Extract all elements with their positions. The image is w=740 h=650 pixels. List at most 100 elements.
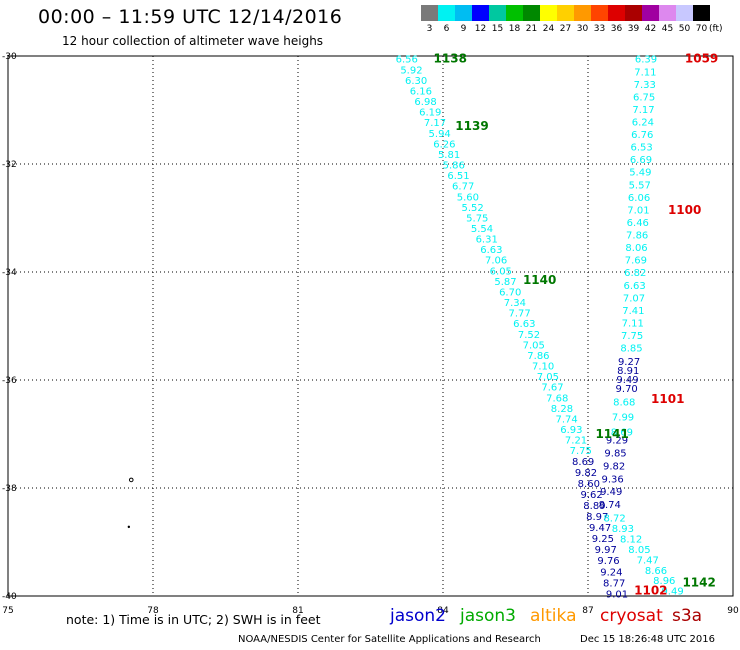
wave-height-value: 9.62 [580, 490, 602, 501]
footer-timestamp: Dec 15 18:26:48 UTC 2016 [580, 634, 715, 645]
orbit-track-label: 1141 [595, 427, 628, 441]
wave-height-value: 6.75 [633, 92, 655, 103]
orbit-track-label: 1142 [682, 576, 715, 590]
chart-subtitle: 12 hour collection of altimeter wave hei… [62, 34, 324, 48]
wave-height-value: 7.69 [625, 256, 647, 267]
footer-note: note: 1) Time is in UTC; 2) SWH is in fe… [66, 612, 321, 627]
wave-height-value: 9.82 [603, 461, 625, 472]
wave-height-value: 6.24 [632, 118, 654, 129]
legend-swatch-label: 36 [610, 24, 623, 34]
lat-tick-label: -32 [2, 160, 17, 170]
wave-height-value: 9.97 [595, 545, 617, 556]
legend-swatch-label: 50 [678, 24, 691, 34]
wave-height-value: 7.06 [485, 256, 507, 267]
wave-height-value: 5.81 [438, 150, 460, 161]
lat-tick-label: -36 [2, 376, 17, 386]
wave-height-value: 6.70 [499, 287, 521, 298]
wave-height-value: 5.57 [629, 180, 651, 191]
lat-tick-label: -38 [2, 484, 17, 494]
wave-height-value: 7.99 [612, 412, 634, 423]
lon-tick-label: 84 [437, 606, 449, 616]
legend-swatch-label: 3 [426, 24, 433, 34]
orbit-track-label: 1059 [685, 52, 718, 66]
orbit-track-label: 1139 [455, 119, 488, 133]
wave-height-value: 9.25 [592, 534, 614, 545]
wave-height-value: 8.69 [611, 427, 633, 438]
wave-height-value: 8.93 [612, 524, 634, 535]
wave-height-value: 7.75 [621, 331, 643, 342]
legend-swatch [693, 5, 710, 21]
wave-height-value: 6.63 [480, 245, 502, 256]
wave-height-value: 8.85 [620, 344, 642, 355]
satellite-altika: altika [530, 606, 577, 626]
wave-height-value: 8.91 [617, 366, 639, 377]
orbit-track-label: 1138 [434, 52, 467, 66]
wave-height-value: 6.69 [630, 155, 652, 166]
wave-height-value: 8.74 [599, 500, 621, 511]
wave-height-value: 9.49 [616, 375, 638, 386]
lon-tick-label: 90 [727, 606, 739, 616]
wave-height-value: 7.17 [424, 118, 446, 129]
wave-height-value: 5.60 [457, 192, 479, 203]
lon-tick-label: 87 [582, 606, 593, 616]
wave-height-value: 5.92 [400, 65, 422, 76]
legend-swatch [523, 5, 540, 21]
wave-height-value: 7.05 [523, 340, 545, 351]
chart-title: 00:00 – 11:59 UTC 12/14/2016 [38, 6, 343, 28]
wave-height-value: 5.87 [494, 277, 516, 288]
wave-height-value: 8.77 [603, 578, 625, 589]
wave-height-value: 9.76 [597, 556, 619, 567]
wave-height-value: 7.67 [541, 383, 563, 394]
wave-height-value: 7.05 [537, 372, 559, 383]
wave-height-value: 8.97 [586, 512, 608, 523]
wave-height-value: 6.26 [433, 139, 455, 150]
wave-height-value: 7.07 [623, 293, 645, 304]
legend-swatch [676, 5, 693, 21]
legend-swatch-label: 12 [474, 24, 487, 34]
orbit-track-label: 1140 [523, 273, 556, 287]
lon-tick-label: 81 [292, 606, 303, 616]
wave-height-value: 9.49 [661, 587, 683, 598]
orbit-track-label: 1101 [651, 392, 684, 406]
wave-height-value: 6.19 [419, 108, 441, 119]
wave-height-value: 7.86 [527, 351, 549, 362]
wave-height-value: 5.94 [429, 129, 451, 140]
lat-tick-label: -40 [2, 592, 17, 602]
wave-height-value: 7.86 [626, 231, 648, 242]
wave-height-value: 7.33 [634, 80, 656, 91]
wave-height-value: 6.30 [405, 76, 427, 87]
legend-swatch-label: 24 [542, 24, 555, 34]
wave-height-value: 5.75 [466, 213, 488, 224]
wave-height-value: 6.82 [624, 268, 646, 279]
island-marker [127, 525, 131, 529]
legend-swatch [591, 5, 608, 21]
wave-height-value: 9.01 [606, 589, 628, 600]
legend-swatch [506, 5, 523, 21]
wave-height-value: 5.52 [461, 203, 483, 214]
orbit-track-label: 1100 [668, 203, 701, 217]
wave-height-value: 9.47 [589, 523, 611, 534]
legend-swatch-label: 9 [460, 24, 467, 34]
legend-swatch [540, 5, 557, 21]
legend-swatch [557, 5, 574, 21]
wave-height-value: 8.69 [572, 457, 594, 468]
wave-height-value: 8.12 [620, 535, 642, 546]
legend-swatch-label: 42 [644, 24, 657, 34]
wave-height-value: 9.70 [616, 384, 638, 395]
legend-swatch-label: 33 [593, 24, 606, 34]
satellite-cryosat: cryosat [600, 606, 663, 626]
legend-swatch-label: 39 [627, 24, 640, 34]
wave-height-value: 7.47 [637, 555, 659, 566]
wave-height-value: 7.11 [622, 318, 644, 329]
legend-swatch [438, 5, 455, 21]
wave-height-value: 8.72 [603, 514, 625, 525]
legend-swatch-label: 27 [559, 24, 572, 34]
wave-height-value: 7.68 [546, 393, 568, 404]
legend-swatch [489, 5, 506, 21]
wave-height-value: 6.51 [447, 171, 469, 182]
legend-swatch-label: 6 [443, 24, 450, 34]
legend-swatch [608, 5, 625, 21]
wave-height-value: 7.34 [504, 298, 526, 309]
legend-swatch [472, 5, 489, 21]
